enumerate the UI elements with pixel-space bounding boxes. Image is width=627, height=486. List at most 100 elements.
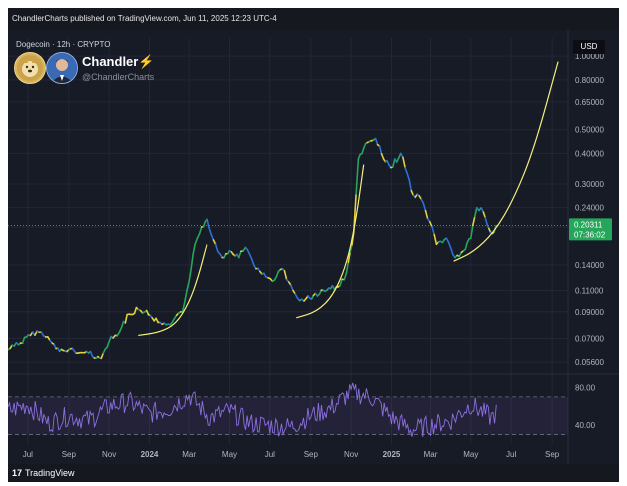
tradingview-logo[interactable]: 17 TradingView: [12, 468, 75, 478]
y-tick-label: 0.65000: [575, 98, 604, 107]
parabolic-curve: [453, 61, 559, 262]
rsi-tick-label: 40.00: [575, 421, 596, 430]
lightning-icon: ⚡: [138, 54, 155, 69]
price-segment: [210, 233, 215, 241]
price-segment: [380, 152, 385, 160]
chart-canvas[interactable]: 1.00000 0.80000 0.65000 0.50000 0.40000 0.300…: [8, 30, 619, 464]
x-tick-label: Nov: [102, 450, 116, 459]
y-tick-label: 1.00000: [575, 52, 604, 61]
price-segment: [246, 248, 251, 256]
price-segment: [206, 218, 210, 229]
price-segment: [406, 173, 411, 181]
x-tick-label: Jul: [506, 450, 516, 459]
price-segment: [290, 284, 294, 292]
price-segment: [196, 233, 201, 240]
price-segment: [120, 320, 125, 328]
price-segment: [194, 237, 199, 246]
x-tick-label: 2024: [141, 450, 159, 459]
price-segment: [208, 227, 213, 236]
price-segment: [374, 137, 379, 146]
price-segment: [248, 253, 253, 260]
price-segment: [100, 352, 105, 360]
y-tick-label: 0.24000: [575, 204, 604, 213]
countdown-label: 07:36:02: [574, 230, 606, 239]
author-avatar-icon[interactable]: [46, 52, 78, 84]
price-segment: [410, 189, 415, 196]
price-segment: [133, 306, 138, 315]
y-tick-label: 0.80000: [575, 76, 604, 85]
price-segment: [424, 209, 429, 220]
price-segment: [202, 221, 207, 228]
price-segment: [192, 243, 196, 256]
x-tick-label: Sep: [62, 450, 77, 459]
price-segment: [391, 158, 396, 168]
author-name[interactable]: Chandler⚡: [82, 54, 155, 70]
footer-bar: 17 TradingView: [8, 464, 619, 482]
x-tick-label: Jul: [265, 450, 275, 459]
tradingview-brand: TradingView: [25, 468, 75, 478]
y-tick-label: 0.11000: [575, 286, 604, 295]
price-segment: [484, 216, 488, 225]
x-tick-label: Jul: [23, 450, 33, 459]
price-segment: [486, 223, 490, 230]
price-segment: [355, 158, 360, 195]
price-segment: [343, 271, 348, 281]
price-segment: [118, 326, 123, 333]
price-segment: [21, 336, 26, 345]
price-segment: [106, 340, 110, 348]
author-handle[interactable]: @ChandlerCharts: [82, 72, 155, 82]
author-name-text[interactable]: Chandler: [82, 54, 139, 69]
price-segment: [186, 280, 190, 292]
x-tick-label: Mar: [424, 450, 438, 459]
x-tick-label: Sep: [545, 450, 560, 459]
price-segment: [349, 244, 353, 254]
price-segment: [339, 278, 343, 287]
parabolic-curve: [296, 164, 365, 319]
price-segment: [275, 270, 280, 278]
price-segment: [108, 335, 112, 343]
price-segment: [347, 251, 351, 264]
rsi-tick-label: 80.00: [575, 383, 596, 392]
price-segment: [361, 147, 365, 155]
price-segment: [429, 221, 433, 228]
price-segment: [408, 179, 413, 192]
price-segment: [431, 225, 436, 236]
x-tick-label: Nov: [344, 450, 358, 459]
price-segment: [464, 241, 468, 251]
price-segment: [214, 243, 219, 253]
price-segment: [422, 202, 427, 212]
x-tick-label: May: [463, 450, 478, 459]
price-segment: [237, 250, 242, 259]
price-segment: [183, 289, 188, 303]
currency-button[interactable]: USD: [573, 40, 605, 54]
y-tick-label: 0.09000: [575, 308, 604, 317]
price-segment: [124, 313, 128, 324]
x-tick-label: Mar: [182, 450, 196, 459]
price-segment: [447, 241, 452, 249]
price-segment: [449, 246, 454, 256]
price-segment: [473, 206, 478, 218]
price-segment: [345, 261, 350, 274]
x-tick-label: May: [222, 450, 237, 459]
price-segment: [362, 142, 367, 150]
last-price-label: 0.20311: [574, 220, 603, 229]
price-segment: [190, 253, 194, 270]
price-segment: [433, 233, 438, 246]
price-segment: [250, 258, 255, 266]
y-tick-label: 0.40000: [575, 149, 604, 158]
y-tick-label: 0.14000: [575, 261, 604, 270]
chart-frame: ChandlerCharts published on TradingView.…: [8, 8, 619, 482]
y-tick-label: 0.30000: [575, 180, 604, 189]
dogecoin-avatar-icon: [14, 52, 46, 84]
price-segment: [482, 211, 486, 219]
price-segment: [471, 215, 476, 227]
rsi-line: [8, 382, 497, 437]
last-price-badge: [569, 218, 612, 241]
price-segment: [283, 270, 288, 281]
x-tick-label: 2025: [383, 450, 401, 459]
y-tick-label: 0.05600: [575, 358, 604, 367]
price-segment: [470, 224, 474, 239]
symbol-legend[interactable]: Dogecoin · 12h · CRYPTO: [16, 40, 111, 49]
chart-panel[interactable]: 1.00000 0.80000 0.65000 0.50000 0.40000 0.300…: [8, 30, 619, 464]
y-tick-label: 0.50000: [575, 126, 604, 135]
